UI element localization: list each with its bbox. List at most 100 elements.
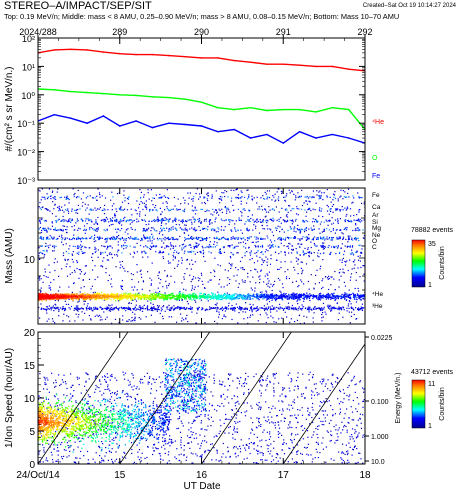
mass-he4-point [334, 298, 337, 301]
mass-band-point [201, 238, 203, 240]
mass-scatter-point [327, 206, 329, 208]
mass-band-point [250, 252, 252, 254]
mass-band-point [102, 209, 104, 212]
mass-band-point [109, 238, 112, 240]
mass-scatter-point [39, 222, 42, 224]
mass-scatter-point [170, 227, 172, 229]
mass-scatter-point [132, 289, 134, 291]
mass-scatter-point [264, 216, 266, 218]
mass-scatter-point [206, 210, 208, 212]
mass-scatter-point [359, 276, 361, 278]
mass-scatter-point [64, 258, 66, 260]
mass-band-point [97, 228, 99, 230]
mass-band-point [318, 209, 320, 211]
mass-scatter-point [332, 211, 334, 213]
mass-band-point [322, 252, 324, 254]
mass-he4-point [259, 294, 261, 296]
mass-scatter-point [168, 304, 170, 306]
mass-band-point [185, 245, 187, 247]
mass-scatter-point [47, 227, 49, 229]
mass-band-point [229, 245, 231, 247]
data-point [102, 92, 105, 95]
mass-scatter-point [90, 288, 92, 290]
mass-he4-point [343, 296, 345, 298]
mass-scatter-point [334, 232, 336, 234]
mass-band-point [339, 196, 341, 198]
mass-scatter-point [177, 263, 179, 265]
mass-scatter-point [284, 254, 286, 256]
mass-band-point [125, 220, 127, 223]
mass-band-point [316, 221, 318, 223]
mass-band-point [133, 219, 135, 222]
mass-band-point [293, 208, 295, 210]
mass-he4-point [363, 296, 365, 298]
mass-band-point [302, 250, 304, 252]
mass-band-point [174, 218, 176, 221]
mass-scatter-point [210, 213, 212, 215]
mass-scatter-point [59, 286, 61, 288]
mass-scatter-point [77, 208, 79, 211]
mass-band-point [77, 245, 79, 247]
mass-he4-point [51, 297, 53, 299]
mass-band-point [77, 220, 79, 222]
mass-band-point [159, 197, 161, 199]
mass-scatter-point [76, 260, 78, 262]
mass-he4-point [141, 293, 144, 295]
mass-scatter-point [270, 254, 272, 256]
mass-band-point [302, 219, 304, 221]
mass-scatter-point [325, 238, 327, 240]
mass-he4-point [128, 293, 130, 295]
mass-band-point [344, 220, 346, 223]
mass-band-point [355, 219, 357, 221]
mass-band-point [124, 231, 126, 233]
mass-scatter-point [123, 190, 125, 192]
mass-scatter-point [154, 206, 156, 209]
mass-band-point [242, 209, 244, 211]
mass-he4-point [346, 295, 348, 297]
mass-band-point [271, 219, 273, 221]
mass-scatter-point [119, 267, 121, 269]
mass-he4-point [115, 297, 118, 299]
mass-scatter-point [103, 245, 105, 247]
mass-he4-point [299, 294, 301, 296]
mass-scatter-point [328, 305, 330, 307]
mass-scatter-point [204, 293, 206, 295]
mass-scatter-point [163, 242, 165, 244]
data-point [298, 64, 301, 67]
mass-scatter-point [150, 227, 153, 229]
mass-band-point [41, 218, 43, 221]
mass-scatter-point [300, 243, 302, 245]
mass-scatter-point [38, 258, 41, 260]
mass-scatter-point [240, 190, 242, 192]
mass-scatter-point [363, 215, 365, 217]
mass-he4-point [281, 297, 283, 300]
mass-scatter-point [169, 218, 171, 220]
mass-band-point [333, 196, 335, 198]
mass-he4-point [316, 297, 318, 299]
mass-scatter-point [78, 269, 80, 271]
mass-he4-point [283, 295, 285, 297]
mass-scatter-point [350, 293, 352, 295]
mass-band-point [38, 220, 41, 222]
mass-band-point [76, 196, 78, 198]
mass-he4-point [156, 296, 158, 298]
mass-scatter-point [39, 201, 41, 204]
mass-scatter-point [68, 298, 70, 300]
mass-scatter-point [227, 270, 229, 272]
mass-band-point [151, 246, 153, 248]
mass-scatter-point [119, 223, 121, 225]
mass-scatter-point [161, 240, 163, 242]
mass-scatter-point [38, 255, 40, 257]
top-x-tick-label: 290 [194, 27, 209, 37]
mass-scatter-point [39, 190, 41, 192]
mass-scatter-point [197, 277, 199, 279]
mass-scatter-point [97, 315, 99, 317]
mass-band-point [175, 218, 177, 220]
mass-he4-point [163, 299, 165, 301]
mass-scatter-point [341, 261, 343, 263]
series-0 [38, 48, 365, 72]
mass-scatter-point [215, 190, 217, 192]
mass-band-point [202, 253, 204, 255]
mass-he4-point [182, 292, 184, 294]
mass-he4-point [216, 296, 218, 299]
